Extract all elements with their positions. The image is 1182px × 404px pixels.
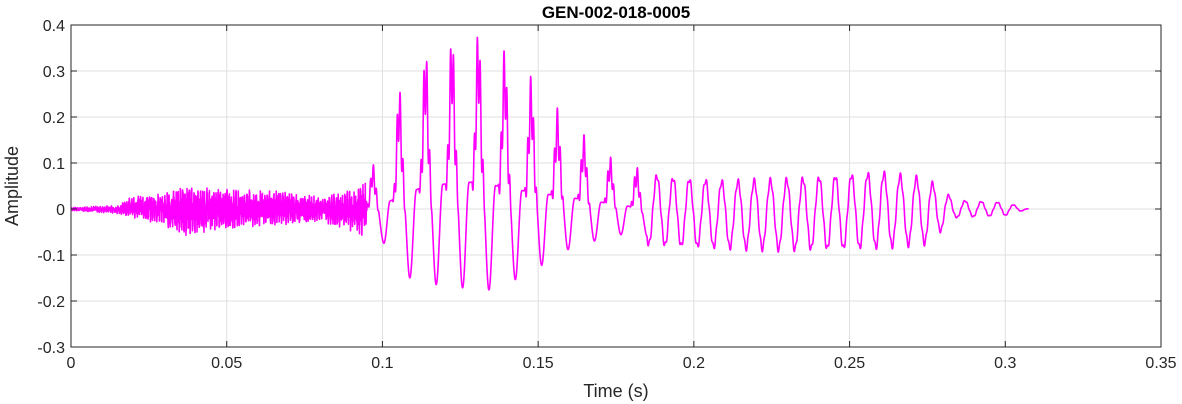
x-tick-label: 0.25 <box>834 355 865 372</box>
x-tick-labels: 0 0.05 0.1 0.15 0.2 0.25 0.3 0.35 <box>67 355 1177 372</box>
x-tick-label: 0.35 <box>1145 355 1176 372</box>
y-tick-labels: -0.3 -0.2 -0.1 0 0.1 0.2 0.3 0.4 <box>37 18 65 357</box>
y-tick-label: -0.3 <box>37 340 65 357</box>
chart-title: GEN-002-018-0005 <box>542 3 690 22</box>
y-axis-label: Amplitude <box>2 146 22 226</box>
y-tick-label: 0.1 <box>43 156 65 173</box>
x-tick-label: 0.2 <box>683 355 705 372</box>
y-tick-label: 0.2 <box>43 110 65 127</box>
signal-line <box>71 36 1030 291</box>
x-tick-label: 0 <box>67 355 76 372</box>
ticks <box>70 24 1162 348</box>
y-tick-label: 0.4 <box>43 18 65 35</box>
x-tick-label: 0.05 <box>211 355 242 372</box>
y-tick-label: -0.1 <box>37 248 65 265</box>
y-tick-label: 0 <box>56 202 65 219</box>
x-tick-label: 0.3 <box>994 355 1016 372</box>
x-axis-label: Time (s) <box>583 381 648 401</box>
y-tick-label: -0.2 <box>37 294 65 311</box>
y-tick-label: 0.3 <box>43 64 65 81</box>
x-tick-label: 0.15 <box>523 355 554 372</box>
x-tick-label: 0.1 <box>371 355 393 372</box>
plot-area <box>71 25 1161 347</box>
axes-box <box>70 24 1162 348</box>
